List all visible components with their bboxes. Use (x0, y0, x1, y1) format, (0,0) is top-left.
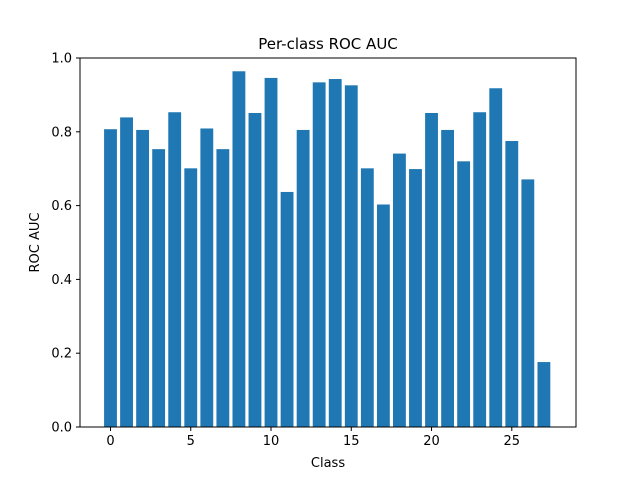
bar-class-9 (248, 112, 262, 427)
x-tick-label: 25 (504, 434, 521, 449)
bar-class-21 (441, 129, 455, 427)
y-tick-label: 0.0 (51, 421, 72, 436)
y-axis-title: ROC AUC (28, 213, 43, 273)
bar-class-4 (168, 112, 182, 428)
bar-class-16 (360, 168, 374, 427)
y-tick-label: 1.0 (51, 52, 72, 67)
bar-class-10 (264, 77, 278, 428)
bar-class-19 (409, 169, 422, 427)
bars-group (104, 71, 551, 428)
bar-class-7 (216, 149, 230, 427)
bar-class-8 (232, 71, 246, 427)
bar-class-3 (152, 149, 166, 427)
bar-class-25 (505, 141, 519, 427)
y-tick-label: 0.8 (51, 125, 72, 140)
y-tick-label: 0.4 (51, 273, 72, 288)
bar-class-27 (537, 362, 551, 427)
bar-class-23 (473, 112, 487, 428)
bar-class-5 (184, 168, 198, 427)
bar-class-14 (328, 79, 342, 427)
bar-class-0 (104, 129, 117, 427)
bar-class-24 (489, 88, 503, 427)
bar-class-15 (344, 85, 358, 427)
y-tick-label: 0.6 (51, 199, 72, 214)
axes-group: 0 5 10 15 20 25 0.0 0.2 0.4 0.6 0.8 1.0 (51, 52, 577, 449)
x-tick-label: 15 (343, 434, 360, 449)
x-tick-label: 10 (263, 434, 280, 449)
bar-class-13 (312, 82, 326, 427)
bar-class-26 (521, 179, 535, 427)
bar-class-6 (200, 128, 214, 428)
bar-class-22 (457, 161, 471, 427)
bar-class-1 (120, 117, 133, 427)
bar-class-11 (280, 191, 294, 427)
x-tick-label: 5 (187, 434, 195, 449)
x-axis-title: Class (311, 456, 345, 471)
bar-class-17 (376, 204, 390, 427)
y-tick-label: 0.2 (51, 347, 72, 362)
bar-class-18 (393, 153, 406, 427)
bar-class-12 (296, 129, 310, 427)
x-tick-label: 0 (106, 434, 114, 449)
bar-class-2 (136, 129, 150, 427)
chart-title: Per-class ROC AUC (258, 35, 398, 53)
bar-class-20 (425, 112, 438, 427)
plot-frame (79, 57, 577, 428)
x-tick-label: 20 (423, 434, 440, 449)
